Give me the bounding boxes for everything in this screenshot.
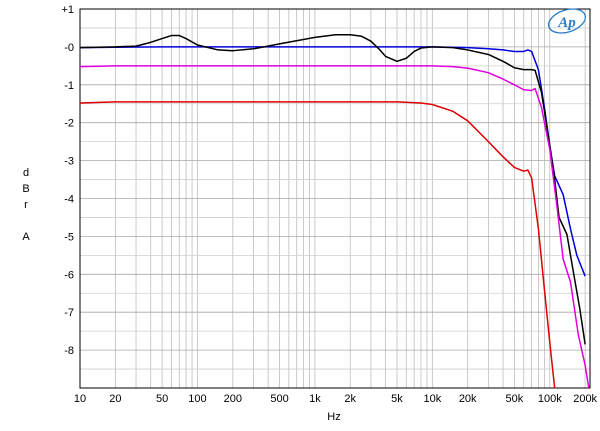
response-curve-2 xyxy=(80,34,586,345)
response-curve-3 xyxy=(80,65,590,388)
y-tick-label: -2 xyxy=(64,118,74,130)
x-tick-labels: 10 20 50 100 200 500 1k 2k 5k 10k 20k 50k 100k 200k xyxy=(74,393,598,405)
x-tick-label: 100 xyxy=(188,393,206,405)
response-curve-1 xyxy=(80,46,586,277)
ap-logo-text: Ap xyxy=(557,15,576,31)
x-tick-label: 1k xyxy=(309,393,321,405)
x-tick-label: 200k xyxy=(573,393,597,405)
y-tick-label: -5 xyxy=(64,231,74,243)
x-tick-label: 500 xyxy=(270,393,288,405)
y-tick-labels: +1 -0 -1 -2 -3 -4 -5 -6 -7 -8 xyxy=(61,4,74,357)
y-tick-label: -8 xyxy=(64,345,74,357)
x-axis-label: Hz xyxy=(327,411,340,423)
y-axis-label-char: r xyxy=(24,199,28,211)
ap-logo: Ap xyxy=(547,8,587,34)
x-tick-label: 200 xyxy=(224,393,242,405)
y-tick-label: -1 xyxy=(64,80,74,92)
x-tick-label: 5k xyxy=(391,393,403,405)
y-axis-label-char: d xyxy=(23,167,29,179)
x-tick-label: 100k xyxy=(538,393,562,405)
y-tick-label: -0 xyxy=(64,42,74,54)
y-tick-label: -3 xyxy=(64,156,74,168)
plot-frame xyxy=(79,8,591,389)
ap-logo-ring xyxy=(547,8,587,34)
x-tick-label: 2k xyxy=(344,393,356,405)
y-axis-label-char: B xyxy=(22,183,29,195)
response-curve-4 xyxy=(80,101,556,388)
x-tick-label: 10k xyxy=(423,393,441,405)
x-tick-label: 50 xyxy=(156,393,168,405)
x-tick-label: 20 xyxy=(109,393,121,405)
curves xyxy=(80,34,590,388)
x-tick-label: 50k xyxy=(506,393,524,405)
y-axis-label-char: A xyxy=(22,231,30,243)
y-tick-label: -7 xyxy=(64,307,74,319)
y-tick-label: -4 xyxy=(64,194,74,206)
y-tick-label: +1 xyxy=(61,4,74,16)
y-tick-label: -6 xyxy=(64,269,74,281)
x-tick-label: 10 xyxy=(74,393,86,405)
y-axis-label: dBr A xyxy=(22,167,30,243)
x-tick-label: 20k xyxy=(459,393,477,405)
grid xyxy=(80,9,590,388)
